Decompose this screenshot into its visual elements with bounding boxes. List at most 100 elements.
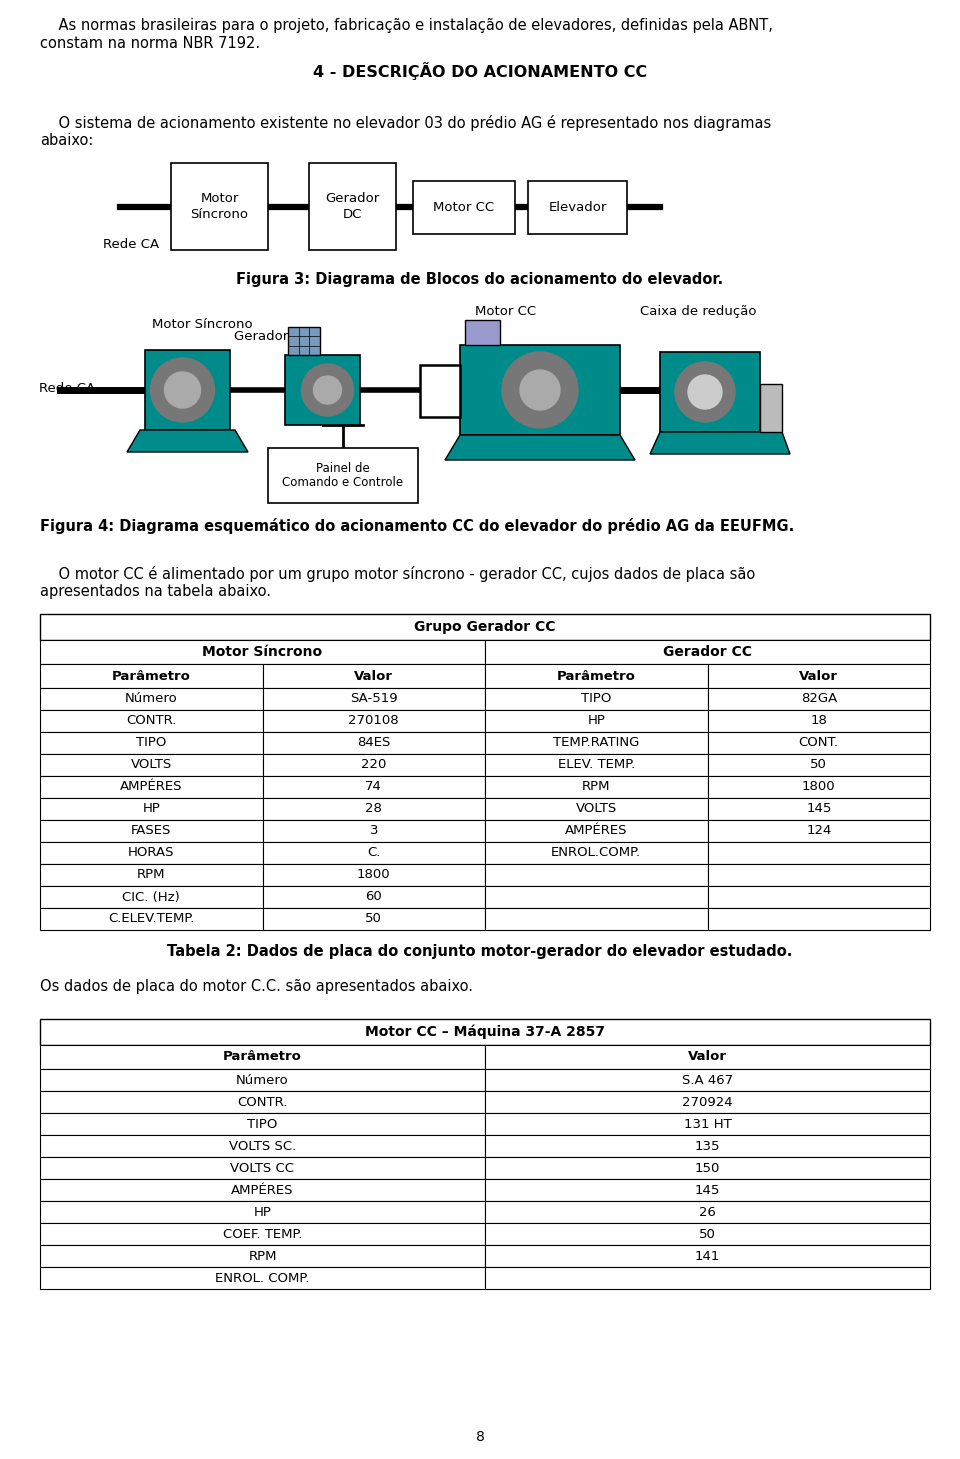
Text: ENROL.COMP.: ENROL.COMP. bbox=[551, 846, 641, 859]
Text: 135: 135 bbox=[695, 1139, 720, 1153]
FancyBboxPatch shape bbox=[40, 1135, 485, 1157]
Text: Parâmetro: Parâmetro bbox=[111, 670, 191, 683]
FancyBboxPatch shape bbox=[262, 711, 485, 732]
FancyBboxPatch shape bbox=[40, 1018, 930, 1045]
Text: 124: 124 bbox=[806, 824, 831, 837]
FancyBboxPatch shape bbox=[760, 384, 782, 432]
Text: 1800: 1800 bbox=[802, 781, 835, 794]
Text: CONT.: CONT. bbox=[799, 737, 839, 750]
FancyBboxPatch shape bbox=[40, 1223, 485, 1245]
Text: Grupo Gerador CC: Grupo Gerador CC bbox=[415, 620, 556, 635]
FancyBboxPatch shape bbox=[40, 886, 262, 907]
FancyBboxPatch shape bbox=[262, 732, 485, 754]
FancyBboxPatch shape bbox=[40, 1179, 485, 1201]
FancyBboxPatch shape bbox=[708, 864, 930, 886]
Text: Número: Número bbox=[236, 1074, 289, 1087]
FancyBboxPatch shape bbox=[485, 886, 708, 907]
FancyBboxPatch shape bbox=[40, 754, 262, 776]
FancyBboxPatch shape bbox=[708, 711, 930, 732]
Text: Número: Número bbox=[125, 693, 178, 706]
Text: Rede CA: Rede CA bbox=[103, 238, 159, 251]
FancyBboxPatch shape bbox=[660, 352, 760, 432]
Text: 74: 74 bbox=[366, 781, 382, 794]
Text: C.ELEV.TEMP.: C.ELEV.TEMP. bbox=[108, 912, 195, 925]
Circle shape bbox=[301, 363, 353, 416]
FancyBboxPatch shape bbox=[40, 1201, 485, 1223]
Text: As normas brasileiras para o projeto, fabricação e instalação de elevadores, def: As normas brasileiras para o projeto, fa… bbox=[40, 18, 773, 34]
FancyBboxPatch shape bbox=[40, 1157, 485, 1179]
FancyBboxPatch shape bbox=[40, 842, 262, 864]
Text: RPM: RPM bbox=[249, 1249, 276, 1262]
Text: 270924: 270924 bbox=[683, 1096, 732, 1109]
FancyBboxPatch shape bbox=[40, 1091, 485, 1113]
Text: 3: 3 bbox=[370, 824, 378, 837]
Text: constam na norma NBR 7192.: constam na norma NBR 7192. bbox=[40, 36, 260, 51]
Text: S.A 467: S.A 467 bbox=[682, 1074, 733, 1087]
FancyBboxPatch shape bbox=[262, 689, 485, 711]
FancyBboxPatch shape bbox=[485, 864, 708, 886]
FancyBboxPatch shape bbox=[708, 820, 930, 842]
FancyBboxPatch shape bbox=[465, 320, 500, 344]
FancyBboxPatch shape bbox=[262, 886, 485, 907]
FancyBboxPatch shape bbox=[708, 664, 930, 689]
Text: O motor CC é alimentado por um grupo motor síncrono - gerador CC, cujos dados de: O motor CC é alimentado por um grupo mot… bbox=[40, 566, 756, 582]
FancyBboxPatch shape bbox=[40, 1045, 485, 1069]
FancyBboxPatch shape bbox=[268, 448, 418, 503]
Text: Tabela 2: Dados de placa do conjunto motor-gerador do elevador estudado.: Tabela 2: Dados de placa do conjunto mot… bbox=[167, 944, 793, 959]
Text: 28: 28 bbox=[366, 802, 382, 816]
FancyBboxPatch shape bbox=[262, 907, 485, 929]
FancyBboxPatch shape bbox=[708, 886, 930, 907]
Text: Gerador CC: Gerador CC bbox=[663, 645, 752, 659]
Text: Figura 3: Diagrama de Blocos do acionamento do elevador.: Figura 3: Diagrama de Blocos do acioname… bbox=[236, 271, 724, 287]
Text: SA-519: SA-519 bbox=[350, 693, 397, 706]
FancyBboxPatch shape bbox=[40, 641, 485, 664]
Circle shape bbox=[151, 357, 214, 422]
Text: 220: 220 bbox=[361, 759, 387, 772]
Text: Motor Síncrono: Motor Síncrono bbox=[203, 645, 323, 659]
FancyBboxPatch shape bbox=[708, 798, 930, 820]
Text: Figura 4: Diagrama esquemático do acionamento CC do elevador do prédio AG da EEU: Figura 4: Diagrama esquemático do aciona… bbox=[40, 518, 794, 534]
Text: Valor: Valor bbox=[354, 670, 394, 683]
FancyBboxPatch shape bbox=[40, 1069, 485, 1091]
FancyBboxPatch shape bbox=[262, 864, 485, 886]
FancyBboxPatch shape bbox=[262, 664, 485, 689]
FancyBboxPatch shape bbox=[40, 1266, 485, 1288]
Text: VOLTS: VOLTS bbox=[131, 759, 172, 772]
Text: 82GA: 82GA bbox=[801, 693, 837, 706]
Text: 50: 50 bbox=[810, 759, 828, 772]
FancyBboxPatch shape bbox=[485, 689, 708, 711]
FancyBboxPatch shape bbox=[40, 711, 262, 732]
FancyBboxPatch shape bbox=[485, 1223, 930, 1245]
Polygon shape bbox=[650, 432, 790, 454]
Text: CIC. (Hz): CIC. (Hz) bbox=[122, 890, 180, 903]
Text: Valor: Valor bbox=[688, 1050, 727, 1064]
Text: abaixo:: abaixo: bbox=[40, 133, 93, 147]
FancyBboxPatch shape bbox=[485, 1091, 930, 1113]
Text: AMPÉRES: AMPÉRES bbox=[120, 781, 182, 794]
Text: HP: HP bbox=[142, 802, 160, 816]
FancyBboxPatch shape bbox=[285, 355, 360, 425]
Text: 18: 18 bbox=[810, 715, 828, 728]
Circle shape bbox=[675, 362, 735, 422]
FancyBboxPatch shape bbox=[485, 1045, 930, 1069]
FancyBboxPatch shape bbox=[145, 350, 230, 430]
Text: 1800: 1800 bbox=[357, 868, 391, 881]
FancyBboxPatch shape bbox=[40, 820, 262, 842]
Text: Caixa de redução: Caixa de redução bbox=[640, 305, 756, 318]
Text: FASES: FASES bbox=[132, 824, 172, 837]
FancyBboxPatch shape bbox=[485, 1179, 930, 1201]
Text: 145: 145 bbox=[695, 1183, 720, 1196]
FancyBboxPatch shape bbox=[40, 798, 262, 820]
Circle shape bbox=[314, 376, 342, 404]
FancyBboxPatch shape bbox=[40, 1245, 485, 1266]
Text: TEMP.RATING: TEMP.RATING bbox=[553, 737, 639, 750]
FancyBboxPatch shape bbox=[413, 181, 515, 233]
FancyBboxPatch shape bbox=[485, 1069, 930, 1091]
Text: 150: 150 bbox=[695, 1161, 720, 1174]
FancyBboxPatch shape bbox=[485, 820, 708, 842]
FancyBboxPatch shape bbox=[485, 641, 930, 664]
FancyBboxPatch shape bbox=[40, 1113, 485, 1135]
FancyBboxPatch shape bbox=[262, 820, 485, 842]
FancyBboxPatch shape bbox=[485, 732, 708, 754]
FancyBboxPatch shape bbox=[708, 776, 930, 798]
